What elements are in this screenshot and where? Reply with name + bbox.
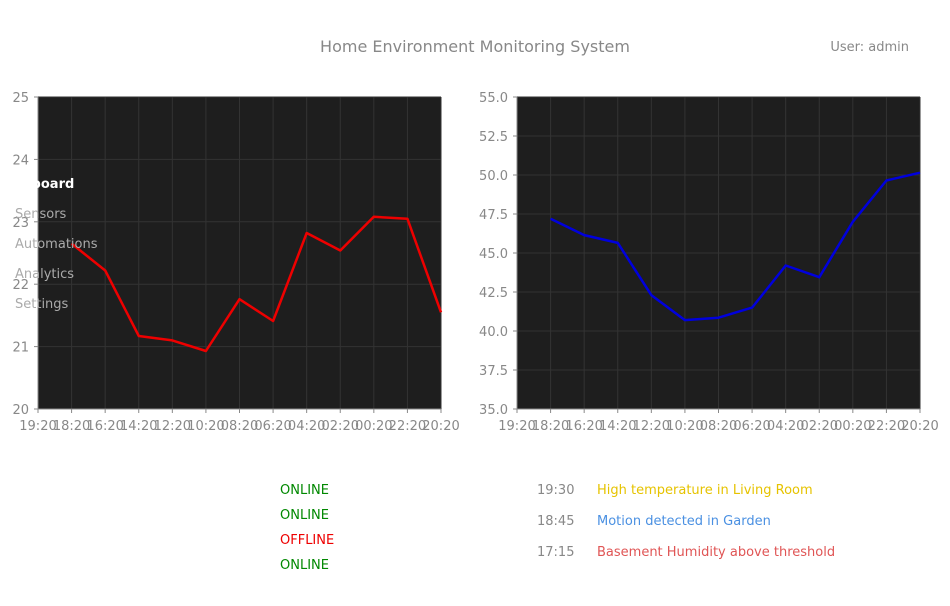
alert-time: 17:15 xyxy=(537,545,575,560)
sidebar-item-dashboard[interactable]: Dashboard xyxy=(0,177,75,192)
y-tick-label: 20 xyxy=(12,403,29,418)
user-label: User: admin xyxy=(830,40,909,55)
x-tick-label: 18:20 xyxy=(53,419,90,434)
device-status-list: ONLINE ONLINE OFFLINE ONLINE xyxy=(280,483,334,583)
sidebar-item-analytics[interactable]: Analytics xyxy=(15,267,75,282)
alert-time: 19:30 xyxy=(537,483,575,498)
y-tick-label: 21 xyxy=(12,341,29,356)
x-tick-label: 16:20 xyxy=(565,419,602,434)
x-tick-label: 06:20 xyxy=(254,419,291,434)
alert-row[interactable]: 18:45 Motion detected in Garden xyxy=(537,514,835,545)
sidebar-item-sensors[interactable]: Sensors xyxy=(15,207,67,222)
x-tick-label: 22:20 xyxy=(389,419,426,434)
alert-row[interactable]: 17:15 Basement Humidity above threshold xyxy=(537,545,835,576)
x-tick-label: 00:20 xyxy=(355,419,392,434)
y-tick-label: 50.0 xyxy=(479,169,508,184)
x-tick-label: 16:20 xyxy=(86,419,123,434)
x-tick-label: 10:20 xyxy=(666,419,703,434)
x-tick-label: 18:20 xyxy=(532,419,569,434)
alert-list: 19:30 High temperature in Living Room 18:… xyxy=(537,483,835,576)
sidebar-nav: Dashboard Sensors Automations Analytics … xyxy=(0,177,125,327)
alert-time: 18:45 xyxy=(537,514,575,529)
device-status-badge: OFFLINE xyxy=(280,533,335,548)
device-status-badge: ONLINE xyxy=(280,483,329,498)
x-tick-label: 02:20 xyxy=(322,419,359,434)
x-tick-label: 19:20 xyxy=(498,419,535,434)
series-line xyxy=(550,171,921,322)
alert-message: High temperature in Living Room xyxy=(597,483,813,498)
x-tick-label: 00:20 xyxy=(834,419,871,434)
x-tick-label: 04:20 xyxy=(288,419,325,434)
y-tick-label: 24 xyxy=(12,153,29,168)
x-tick-label: 08:20 xyxy=(700,419,737,434)
series-line xyxy=(70,215,443,353)
device-status-badge: ONLINE xyxy=(280,558,329,573)
alert-message: Basement Humidity above threshold xyxy=(597,545,836,560)
x-tick-label: 12:20 xyxy=(154,419,191,434)
humidity-plot: 19:2018:2016:2014:2012:2010:2008:2006:20… xyxy=(479,91,939,434)
x-tick-label: 14:20 xyxy=(599,419,636,434)
y-tick-label: 52.5 xyxy=(479,130,508,145)
x-tick-label: 10:20 xyxy=(187,419,224,434)
temperature-plot: 19:2018:2016:2014:2012:2010:2008:2006:20… xyxy=(12,91,459,434)
y-tick-label: 37.5 xyxy=(479,364,508,379)
x-tick-label: 06:20 xyxy=(733,419,770,434)
temperature-chart: 19:2018:2016:2014:2012:2010:2008:2006:20… xyxy=(12,91,939,434)
device-status-badge: ONLINE xyxy=(280,508,329,523)
alert-row[interactable]: 19:30 High temperature in Living Room xyxy=(537,483,835,514)
page-title: Home Environment Monitoring System xyxy=(320,37,630,56)
sidebar-item-automations[interactable]: Automations xyxy=(15,237,98,252)
x-tick-label: 19:20 xyxy=(19,419,56,434)
y-tick-label: 25 xyxy=(12,91,29,106)
x-tick-label: 14:20 xyxy=(120,419,157,434)
y-tick-label: 40.0 xyxy=(479,325,508,340)
y-tick-label: 47.5 xyxy=(479,208,508,223)
x-tick-label: 20:20 xyxy=(901,419,938,434)
x-tick-label: 12:20 xyxy=(633,419,670,434)
y-tick-label: 22 xyxy=(12,278,29,293)
sidebar-item-settings[interactable]: Settings xyxy=(15,297,69,312)
x-tick-label: 08:20 xyxy=(221,419,258,434)
y-tick-label: 55.0 xyxy=(479,91,508,106)
y-tick-label: 42.5 xyxy=(479,286,508,301)
x-tick-label: 02:20 xyxy=(801,419,838,434)
y-tick-label: 45.0 xyxy=(479,247,508,262)
x-tick-label: 04:20 xyxy=(767,419,804,434)
x-tick-label: 20:20 xyxy=(422,419,459,434)
x-tick-label: 22:20 xyxy=(868,419,905,434)
alert-message: Motion detected in Garden xyxy=(597,514,771,529)
y-tick-label: 35.0 xyxy=(479,403,508,418)
y-tick-label: 23 xyxy=(12,216,29,231)
